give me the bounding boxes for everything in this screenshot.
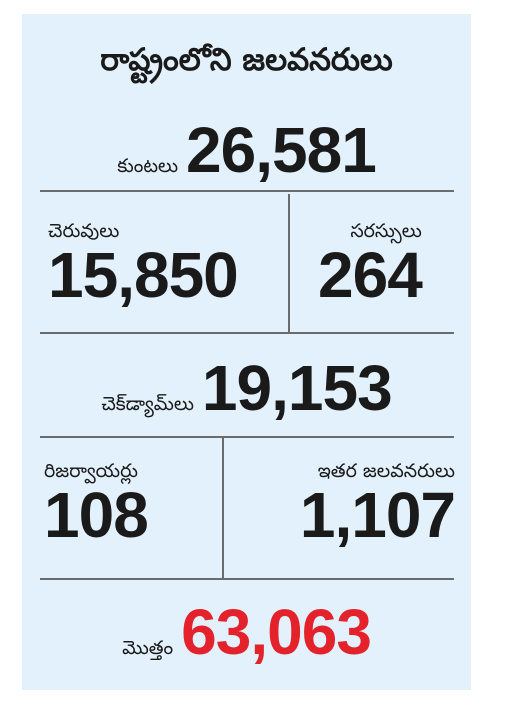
divider-v-1 [288,194,290,332]
water-resources-panel: రాష్ట్రంలోని జలవనరులు కుంటలు 26,581 చెరు… [22,14,471,690]
other-cell: ఇతర జలవనరులు 1,107 [299,460,456,551]
tanks-cell: చెరువులు 15,850 [48,220,239,311]
divider-4 [40,578,454,580]
check-dams-row: చెక్‌డ్యామ్‌లు 19,153 [22,356,471,420]
reservoirs-cell: రిజర్వాయర్లు 108 [44,460,149,551]
reservoirs-label: రిజర్వాయర్లు [44,460,138,482]
ponds-value: 26,581 [186,114,377,186]
divider-3 [40,436,454,438]
ponds-label: కుంటలు [117,155,179,177]
check-dams-label: చెక్‌డ్యామ్‌లు [101,393,194,415]
lakes-label: సరస్సులు [350,220,422,242]
check-dams-value: 19,153 [201,352,393,424]
divider-1 [40,190,454,192]
reservoirs-value: 108 [44,478,149,551]
other-value: 1,107 [299,478,456,551]
total-row: మొత్తం 63,063 [22,600,471,664]
total-label: మొత్తం [122,637,174,659]
panel-title: రాష్ట్రంలోని జలవనరులు [100,42,393,78]
lakes-cell: సరస్సులు 264 [318,220,423,311]
ponds-row: కుంటలు 26,581 [22,118,471,182]
tanks-label: చెరువులు [48,220,120,242]
total-value: 63,063 [181,596,372,668]
lakes-value: 264 [318,238,423,311]
tanks-value: 15,850 [48,238,239,311]
divider-2 [40,332,454,334]
divider-v-2 [222,438,224,578]
other-label: ఇతర జలవనరులు [317,460,455,482]
